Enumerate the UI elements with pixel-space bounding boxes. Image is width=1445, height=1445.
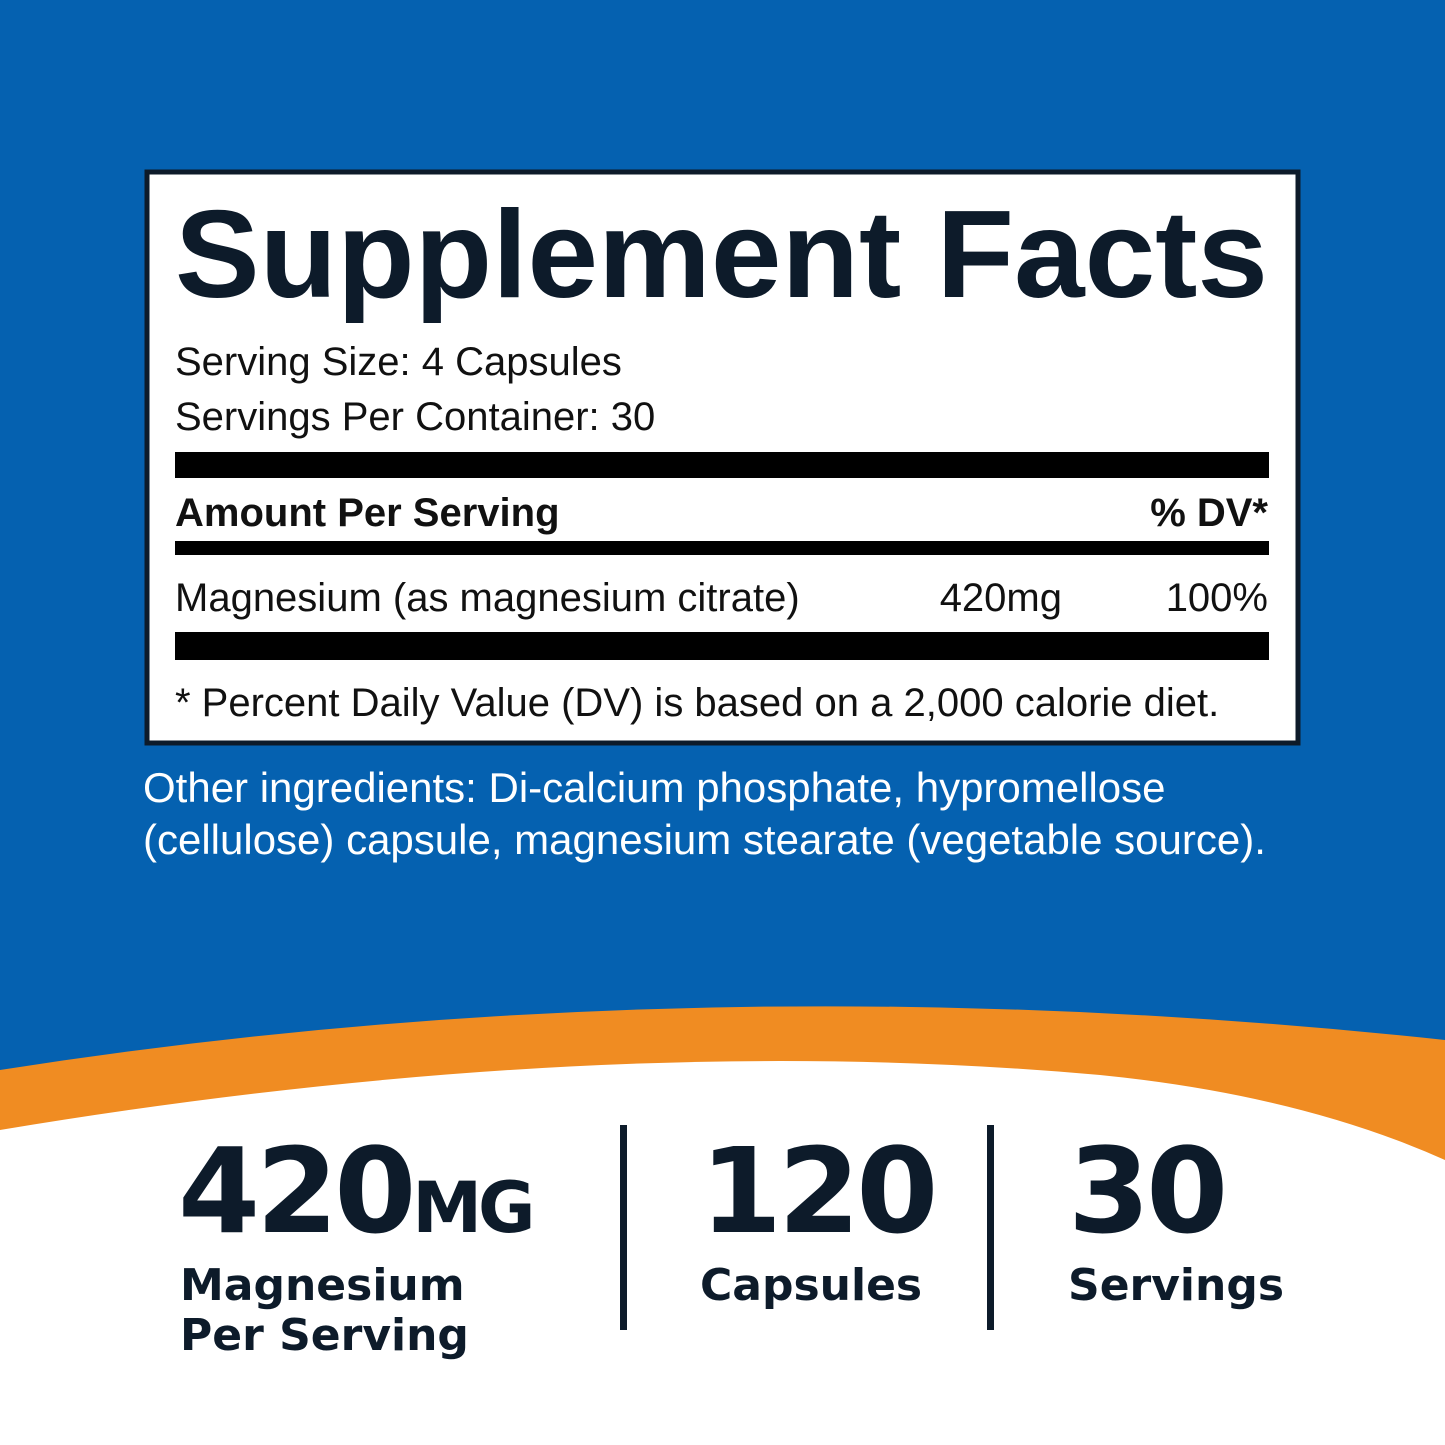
servings-per-container: Servings Per Container: 30 — [175, 395, 655, 439]
serving-size: Serving Size: 4 Capsules — [175, 340, 622, 384]
stat-number: 420 — [178, 1122, 412, 1260]
separator — [987, 1125, 994, 1330]
stat-caption: Capsules — [700, 1260, 922, 1311]
white-base — [0, 1061, 1445, 1445]
stat-value: 120 — [700, 1122, 934, 1260]
stat-value: 420MG — [178, 1122, 531, 1260]
divider — [175, 632, 1269, 660]
nutrient-name: Magnesium (as magnesium citrate) — [175, 576, 800, 620]
stat-unit: MG — [412, 1167, 531, 1249]
dv-header: % DV* — [1150, 491, 1268, 535]
nutrient-amount: 420mg — [940, 576, 1062, 620]
amount-header: Amount Per Serving — [175, 491, 560, 535]
other-ingredients: (cellulose) capsule, magnesium stearate … — [143, 816, 1266, 863]
divider — [175, 541, 1269, 555]
facts-title: Supplement Facts — [175, 186, 1268, 324]
stat-caption: Magnesium — [180, 1260, 465, 1311]
footnote: * Percent Daily Value (DV) is based on a… — [175, 681, 1219, 725]
divider — [175, 452, 1269, 478]
other-ingredients: Other ingredients: Di-calcium phosphate,… — [143, 764, 1166, 811]
stat-value: 30 — [1068, 1122, 1224, 1260]
stat-caption: Servings — [1068, 1260, 1284, 1311]
separator — [620, 1125, 627, 1330]
stat-caption: Per Serving — [180, 1310, 469, 1361]
nutrient-dv: 100% — [1166, 576, 1268, 620]
